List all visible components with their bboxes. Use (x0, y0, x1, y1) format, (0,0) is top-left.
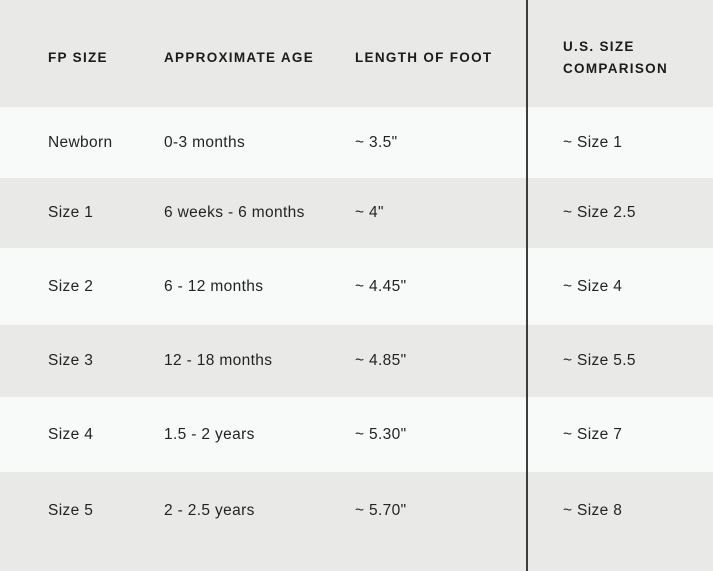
table-row: Size 3 12 - 18 months ~ 4.85" ~ Size 5.5 (0, 325, 713, 397)
table-row: Newborn 0-3 months ~ 3.5" ~ Size 1 (0, 107, 713, 178)
table-row: Size 4 1.5 - 2 years ~ 5.30" ~ Size 7 (0, 397, 713, 472)
fp-size-value: Size 2 (48, 277, 94, 295)
approximate-age-value: 2 - 2.5 years (164, 502, 255, 519)
fp-size-value: Size 5 (48, 502, 94, 519)
column-header-fp-size: FP SIZE (48, 49, 108, 65)
fp-size-value: Size 3 (48, 352, 94, 369)
column-header-length-of-foot: LENGTH OF FOOT (355, 49, 493, 65)
table-row: Size 5 2 - 2.5 years ~ 5.70" ~ Size 8 (0, 472, 713, 571)
approximate-age-value: 12 - 18 months (164, 352, 273, 369)
length-of-foot-value: ~ 4" (355, 204, 384, 221)
table-row: Size 1 6 weeks - 6 months ~ 4" ~ Size 2.… (0, 178, 713, 248)
us-size-value: ~ Size 2.5 (563, 204, 636, 221)
length-of-foot-value: ~ 4.45" (355, 277, 407, 295)
header-row: FP SIZE APPROXIMATE AGE LENGTH OF FOOT U… (0, 0, 713, 107)
length-of-foot-value: ~ 5.70" (355, 502, 407, 519)
column-divider-line (526, 0, 528, 571)
length-of-foot-value: ~ 5.30" (355, 425, 407, 443)
approximate-age-value: 1.5 - 2 years (164, 425, 255, 443)
approximate-age-value: 0-3 months (164, 133, 246, 151)
us-size-value: ~ Size 1 (563, 133, 623, 151)
fp-size-value: Size 1 (48, 204, 94, 221)
approximate-age-value: 6 weeks - 6 months (164, 204, 305, 221)
fp-size-value: Newborn (48, 133, 113, 151)
table-row: Size 2 6 - 12 months ~ 4.45" ~ Size 4 (0, 248, 713, 325)
us-size-value: ~ Size 8 (563, 502, 623, 519)
us-size-value: ~ Size 7 (563, 425, 623, 443)
us-size-value: ~ Size 5.5 (563, 352, 636, 369)
fp-size-value: Size 4 (48, 425, 94, 443)
length-of-foot-value: ~ 3.5" (355, 133, 398, 151)
length-of-foot-value: ~ 4.85" (355, 352, 407, 369)
approximate-age-value: 6 - 12 months (164, 277, 264, 295)
column-header-us-size-comparison: U.S. SIZE COMPARISON (563, 38, 669, 76)
column-header-approximate-age: APPROXIMATE AGE (164, 49, 315, 65)
us-size-value: ~ Size 4 (563, 277, 623, 295)
